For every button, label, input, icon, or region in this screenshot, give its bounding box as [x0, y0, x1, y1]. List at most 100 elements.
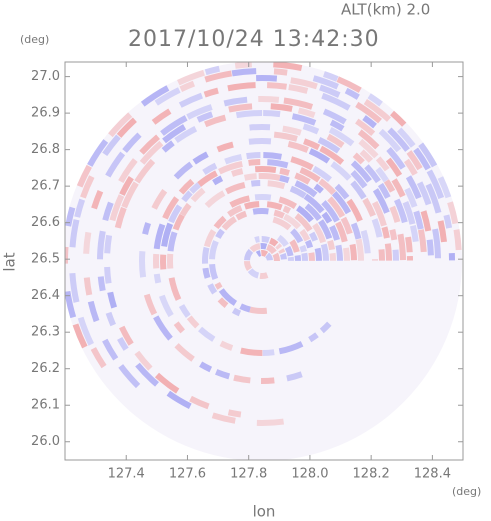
echo-arc [390, 110, 407, 127]
x-tick-label: 128.2 [353, 467, 390, 482]
echo-arc [362, 115, 377, 129]
echo-arc [350, 180, 367, 200]
echo-arc [233, 374, 251, 384]
y-tick-label: 26.7 [31, 179, 60, 194]
echo-arc [102, 338, 119, 361]
echo-arc [262, 349, 275, 356]
echo-arc [279, 174, 290, 184]
echo-arc [250, 180, 261, 187]
echo-arc [254, 236, 260, 243]
echo-arc [211, 412, 236, 424]
echo-arc [159, 294, 174, 318]
echo-arc [329, 224, 340, 241]
echo-arc [178, 178, 195, 195]
echo-arc [278, 341, 304, 355]
echo-arc [312, 222, 327, 244]
echo-arc [273, 62, 303, 71]
x-tick-label: 127.8 [230, 467, 267, 482]
echo-arc [318, 219, 333, 240]
echo-arc [179, 80, 196, 92]
echo-arc [273, 209, 285, 219]
echo-arc [118, 158, 138, 184]
echo-arc [266, 201, 283, 211]
echo-arc [297, 107, 316, 118]
echo-arc [267, 180, 286, 190]
echo-arc [244, 248, 254, 261]
echo-arc [254, 166, 277, 174]
echo-arc [305, 239, 314, 249]
echo-arc [213, 215, 227, 230]
echo-arc [267, 82, 287, 90]
echo-arc [321, 92, 351, 111]
y-unit: (deg) [20, 33, 49, 46]
echo-arc [198, 326, 216, 342]
y-tick-label: 26.2 [31, 361, 60, 376]
echo-arc [231, 68, 257, 77]
echo-arc [397, 233, 406, 261]
echo-arc [108, 112, 133, 138]
echo-arc [437, 176, 452, 199]
echo-arc [249, 306, 268, 314]
echo-arc [326, 133, 345, 148]
echo-arc [291, 113, 317, 126]
echo-arc [276, 234, 289, 247]
echo-arc [355, 118, 376, 137]
echo-arc [319, 84, 341, 98]
echo-arc [426, 239, 434, 256]
echo-arc [364, 164, 381, 184]
echo-arc [313, 183, 324, 194]
echo-arc [264, 252, 273, 261]
echo-arc [327, 239, 336, 251]
echo-arc [343, 247, 350, 261]
echo-arc [453, 229, 462, 251]
echo-arc [121, 181, 139, 209]
echo-arc [243, 201, 260, 210]
echo-arc [104, 234, 113, 254]
echo-arc [207, 283, 218, 295]
echo-arc [443, 214, 453, 229]
echo-arc [189, 395, 210, 410]
echo-arc [177, 69, 205, 86]
echo-arc [286, 371, 303, 382]
echo-arc [209, 240, 219, 260]
echo-arc [139, 134, 160, 155]
echo-arc [229, 195, 251, 208]
echo-arc [204, 70, 233, 83]
echo-arc [174, 343, 195, 362]
echo-arc [319, 145, 345, 165]
echo-arc [314, 247, 322, 261]
echo-arc [410, 225, 419, 243]
echo-arc [335, 244, 343, 261]
echo-pattern [65, 62, 462, 460]
echo-arc [161, 140, 175, 153]
echo-arc [350, 222, 362, 240]
x-axis-label: lon [253, 503, 276, 521]
echo-arc [173, 161, 194, 180]
echo-arc [249, 124, 271, 131]
echo-arc [249, 243, 261, 253]
echo-arc [294, 213, 313, 232]
echo-arc [117, 336, 129, 351]
echo-arc [303, 138, 321, 151]
echo-arc [173, 321, 185, 334]
echo-arc [116, 117, 137, 138]
echo-arc [119, 176, 134, 196]
echo-arc [179, 202, 192, 217]
echo-arc [406, 150, 423, 171]
echo-arc [358, 138, 379, 159]
echo-arc [178, 304, 191, 318]
echo-arc [248, 159, 261, 166]
y-tick-label: 26.0 [31, 434, 60, 449]
echo-arc [273, 131, 298, 142]
echo-arc [344, 87, 360, 100]
echo-arc [378, 249, 385, 261]
x-tick-label: 128.4 [414, 467, 451, 482]
echo-arc [371, 218, 383, 238]
echo-arc [235, 109, 263, 119]
echo-arc [209, 263, 219, 281]
echo-arc [397, 127, 416, 148]
echo-arc [296, 205, 314, 223]
echo-arc [416, 181, 432, 206]
echo-arc [166, 390, 192, 409]
